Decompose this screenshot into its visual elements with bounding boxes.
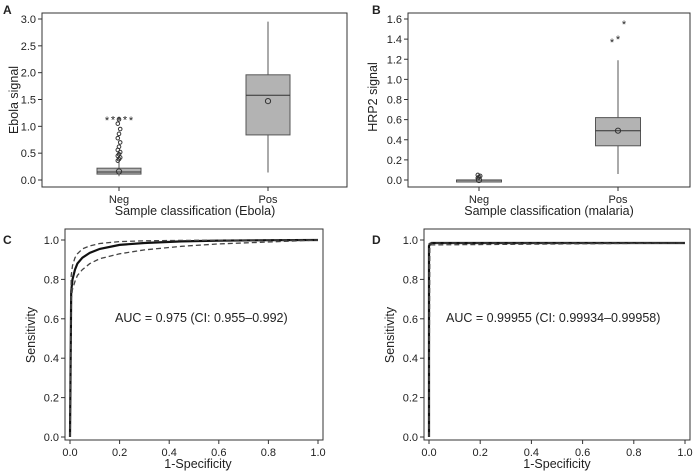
y-tick-label-d: 0.6	[403, 314, 418, 326]
y-tick-label-a: 2.5	[21, 41, 36, 53]
panel-letter-a: A	[3, 3, 12, 17]
plot-area-c: 0.00.20.40.60.81.00.0 0.2 0.4 0.6 0.8 1.0	[44, 235, 326, 459]
outlier-point	[118, 127, 122, 131]
x-axis-label-b: Sample classification (malaria)	[464, 204, 634, 218]
y-axis-label-a: Ebola signal	[7, 66, 21, 134]
plot-frame-c	[65, 229, 323, 440]
outlier-point	[117, 132, 121, 136]
y-tick-label-d: 0.8	[403, 274, 418, 286]
auc-annotation-c: AUC = 0.975 (CI: 0.955–0.992)	[115, 311, 288, 325]
plot-frame-a	[42, 13, 347, 187]
x-tick-label-c: 0.0	[62, 447, 77, 459]
roc-roc	[70, 240, 318, 437]
y-tick-label-b: 0.6	[387, 115, 402, 127]
panel-letter-d: D	[372, 233, 381, 247]
y-tick-label-b: 0.4	[387, 135, 402, 147]
y-tick-label-a: 3.0	[21, 14, 36, 26]
far-outlier-point: *	[105, 115, 110, 127]
y-tick-label-c: 1.0	[44, 235, 59, 247]
auc-annotation-d: AUC = 0.99955 (CI: 0.99934–0.99958)	[446, 311, 660, 325]
y-tick-label-c: 0.8	[44, 274, 59, 286]
y-tick-label-c: 0.4	[44, 353, 59, 365]
y-tick-label-b: 0.2	[387, 155, 402, 167]
y-axis-label-b: HRP2 signal	[366, 62, 380, 131]
y-tick-label-b: 1.4	[387, 34, 402, 46]
roc-ci-upper	[70, 240, 318, 437]
y-tick-label-a: 2.0	[21, 68, 36, 80]
far-outlier-point: *	[123, 114, 128, 126]
box-pos	[246, 75, 290, 135]
y-tick-label-d: 0.4	[403, 353, 418, 365]
x-tick-label-d: 0.2	[473, 447, 488, 459]
y-tick-label-a: 1.0	[21, 121, 36, 133]
y-tick-label-b: 0.0	[387, 175, 402, 187]
x-axis-label-c: 1-Specificity	[164, 457, 232, 471]
panel-letter-b: B	[372, 3, 381, 17]
roc-ci-upper	[429, 243, 685, 437]
far-outlier-point: *	[117, 115, 122, 127]
plot-frame-d	[424, 229, 690, 440]
outlier-point	[118, 141, 122, 145]
far-outlier-point: *	[111, 114, 116, 126]
x-axis-label-a: Sample classification (Ebola)	[115, 204, 276, 218]
y-axis-label-c: Sensitivity	[24, 306, 38, 363]
x-tick-label-c: 0.2	[112, 447, 127, 459]
x-tick-label-d: 0.8	[626, 447, 641, 459]
x-tick-label-c: 0.8	[261, 447, 276, 459]
x-tick-label-d: 0.0	[421, 447, 436, 459]
figure: A 0.00.51.01.52.02.53.0Neg Pos* * * * * Ebola…	[0, 0, 693, 472]
far-outlier-point: *	[622, 19, 627, 31]
outlier-point	[116, 136, 120, 140]
roc-ci-lower	[70, 240, 318, 437]
x-axis-label-d: 1-Specificity	[523, 457, 591, 471]
y-axis-label-d: Sensitivity	[383, 306, 397, 363]
y-tick-label-b: 1.6	[387, 14, 402, 26]
roc-roc	[429, 243, 685, 437]
x-tick-label-d: 1.0	[677, 447, 692, 459]
y-tick-label-c: 0.2	[44, 393, 59, 405]
y-tick-label-c: 0.0	[44, 432, 59, 444]
y-tick-label-b: 0.8	[387, 95, 402, 107]
far-outlier-point: *	[129, 115, 134, 127]
panel-c: C 0.00.20.40.60.81.00.0 0.2 0.4 0.6 0.8 1.0 A…	[3, 229, 326, 471]
roc-ci-lower	[429, 243, 685, 437]
far-outlier-point: *	[616, 34, 621, 46]
far-outlier-point: *	[610, 37, 615, 49]
panel-d: D 0.00.20.40.60.81.00.0 0.2 0.4 0.6 0.8 1.0 A…	[372, 229, 693, 471]
y-tick-label-a: 0.0	[21, 175, 36, 187]
y-tick-label-d: 1.0	[403, 235, 418, 247]
panel-letter-c: C	[3, 233, 12, 247]
y-tick-label-a: 1.5	[21, 95, 36, 107]
y-tick-label-d: 0.0	[403, 432, 418, 444]
y-tick-label-c: 0.6	[44, 314, 59, 326]
plot-frame-b	[408, 13, 690, 187]
box-pos	[596, 118, 641, 146]
plot-area-d: 0.00.20.40.60.81.00.0 0.2 0.4 0.6 0.8 1.0	[403, 235, 693, 459]
y-tick-label-a: 0.5	[21, 148, 36, 160]
x-tick-label-c: 1.0	[310, 447, 325, 459]
y-tick-label-d: 0.2	[403, 393, 418, 405]
y-tick-label-b: 1.2	[387, 54, 402, 66]
y-tick-label-b: 1.0	[387, 74, 402, 86]
